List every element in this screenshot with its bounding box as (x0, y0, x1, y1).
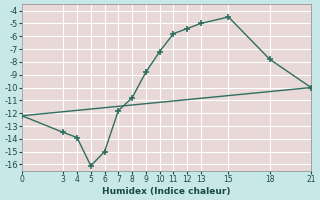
X-axis label: Humidex (Indice chaleur): Humidex (Indice chaleur) (102, 187, 231, 196)
